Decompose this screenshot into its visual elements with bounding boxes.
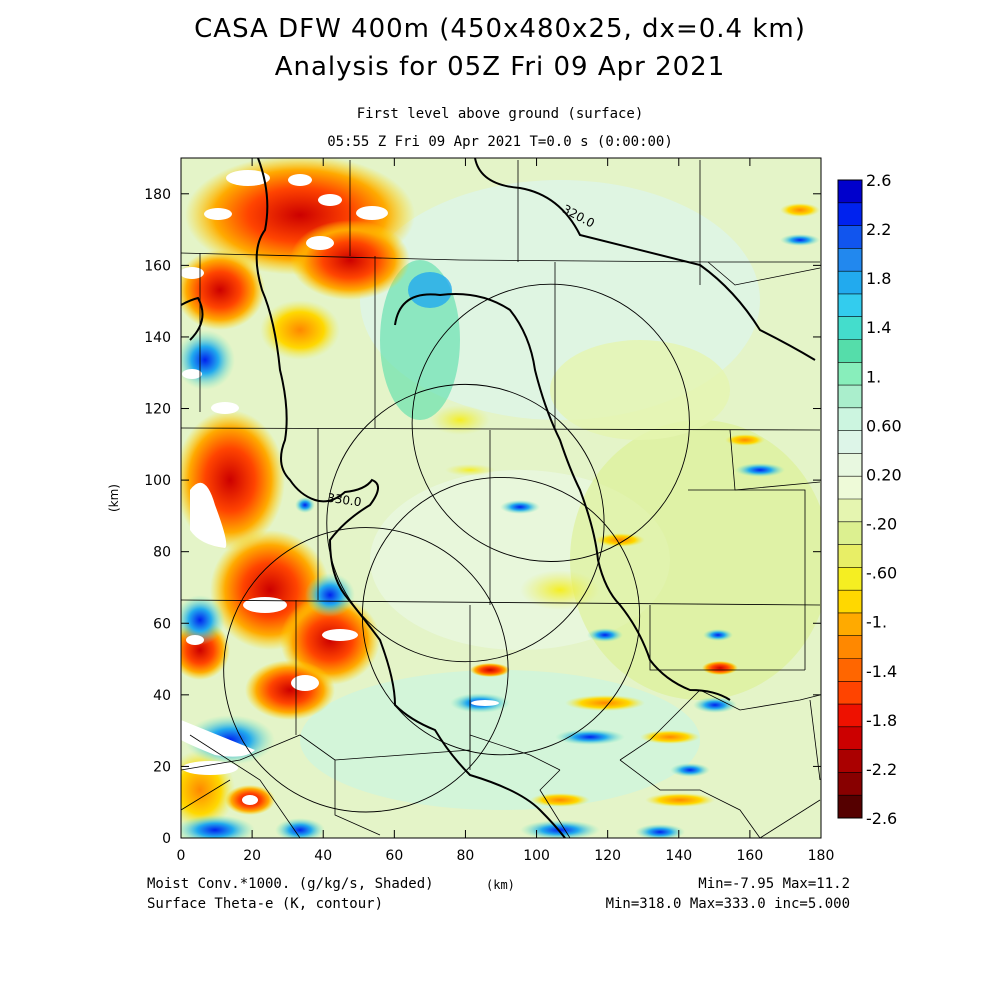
contour-330-west — [255, 158, 566, 838]
colorbar-swatch — [838, 293, 862, 318]
colorbar-swatch — [838, 681, 862, 705]
colorbar-label: -1.8 — [866, 711, 897, 730]
y-tick-label: 160 — [144, 258, 171, 274]
colorbar-swatch — [838, 544, 862, 568]
y-tick-label: 40 — [153, 688, 171, 704]
colorbar-frame — [837, 179, 863, 819]
y-tick-label: 120 — [144, 402, 171, 418]
colorbar-label: -.20 — [866, 515, 897, 534]
radar-rings — [223, 283, 690, 813]
chart-subtitle: First level above ground (surface) — [356, 106, 644, 122]
contour-330-east — [394, 293, 731, 701]
colorbar-swatch — [838, 749, 862, 773]
colorbar-label: 0.20 — [866, 465, 902, 484]
colorbar-swatch — [838, 499, 862, 523]
colorbar-label: 1.4 — [866, 318, 891, 337]
y-tick-label: 100 — [144, 473, 171, 489]
colorbar-swatch — [838, 726, 862, 751]
chart-valid-time: 05:55 Z Fri 09 Apr 2021 T=0.0 s (0:00:00… — [327, 134, 673, 150]
colorbar-swatch — [838, 248, 862, 272]
colorbar-label: -.60 — [866, 564, 897, 583]
colorbar-swatch — [838, 407, 862, 432]
footer-shaded-field: Moist Conv.*1000. (g/kg/s, Shaded) — [147, 876, 434, 892]
colorbar-label: 2.2 — [866, 220, 891, 239]
footer-contour-field: Surface Theta-e (K, contour) — [147, 896, 384, 912]
contour-320 — [474, 158, 816, 361]
y-axis: 0 20 40 60 80 100 120 140 160 180 — [144, 187, 821, 847]
x-tick-label: 160 — [737, 848, 764, 864]
colorbar-label: 2.6 — [866, 171, 891, 190]
x-tick-label: 20 — [243, 848, 261, 864]
colorbar-swatch — [838, 772, 862, 796]
theta-e-contours — [181, 158, 816, 838]
contour-west-inner — [181, 296, 204, 341]
colorbar-label: 1. — [866, 367, 881, 386]
x-tick-label: 40 — [314, 848, 332, 864]
colorbar-swatch — [838, 612, 862, 637]
x-tick-label: 80 — [457, 848, 475, 864]
x-axis: 0 20 40 60 80 100 120 140 160 180 — [177, 158, 835, 864]
colorbar: 2.6 2.2 1.8 1.4 1. 0.60 0.20 -.20 -.60 -1. -1.4 -1.… — [837, 171, 902, 828]
colorbar-swatch — [838, 658, 862, 682]
x-tick-label: 120 — [594, 848, 621, 864]
footer-contour-range: Min=318.0 Max=333.0 inc=5.000 — [605, 896, 850, 912]
contour-label-330: 330.0 — [326, 491, 362, 510]
colorbar-label: 0.60 — [866, 416, 902, 435]
y-axis-label: (km) — [107, 484, 121, 512]
plot-frame — [180, 157, 822, 839]
colorbar-swatch — [838, 430, 862, 454]
y-tick-label: 0 — [162, 831, 171, 847]
x-tick-label: 180 — [808, 848, 835, 864]
y-tick-label: 140 — [144, 330, 171, 346]
colorbar-swatch — [838, 704, 862, 728]
radar-ring-4 — [223, 527, 509, 813]
colorbar-swatch — [838, 180, 862, 204]
footer-shaded-range: Min=-7.95 Max=11.2 — [698, 876, 850, 892]
colorbar-swatch — [838, 521, 862, 546]
x-axis-label: (km) — [486, 878, 515, 892]
colorbar-label: -1. — [866, 613, 887, 632]
colorbar-label: -2.6 — [866, 809, 897, 828]
shaded-field — [181, 158, 821, 838]
colorbar-label: -1.4 — [866, 662, 897, 681]
colorbar-swatch — [838, 385, 862, 409]
colorbar-swatch — [838, 339, 862, 363]
chart-title: CASA DFW 400m (450x480x25, dx=0.4 km) — [194, 14, 806, 44]
colorbar-swatch — [838, 590, 862, 614]
y-tick-label: 180 — [144, 187, 171, 203]
x-tick-label: 140 — [665, 848, 692, 864]
colorbar-swatch — [838, 225, 862, 249]
radar-ring-1 — [411, 283, 690, 562]
colorbar-swatch — [838, 567, 862, 591]
colorbar-swatch — [838, 362, 862, 386]
chart-title-line2: Analysis for 05Z Fri 09 Apr 2021 — [274, 52, 726, 82]
colorbar-swatch — [838, 795, 862, 819]
colorbar-label: 1.8 — [866, 269, 891, 288]
y-tick-label: 80 — [153, 545, 171, 561]
colorbar-swatch — [838, 476, 862, 500]
colorbar-swatch — [838, 635, 862, 659]
colorbar-label: -2.2 — [866, 760, 897, 779]
colorbar-swatch — [838, 271, 862, 295]
y-tick-label: 20 — [153, 759, 171, 775]
x-tick-label: 60 — [385, 848, 403, 864]
colorbar-swatch — [838, 316, 862, 340]
x-tick-label: 100 — [523, 848, 550, 864]
y-tick-label: 60 — [153, 616, 171, 632]
colorbar-swatch — [838, 202, 862, 227]
x-tick-label: 0 — [177, 848, 186, 864]
colorbar-swatch — [838, 453, 862, 477]
